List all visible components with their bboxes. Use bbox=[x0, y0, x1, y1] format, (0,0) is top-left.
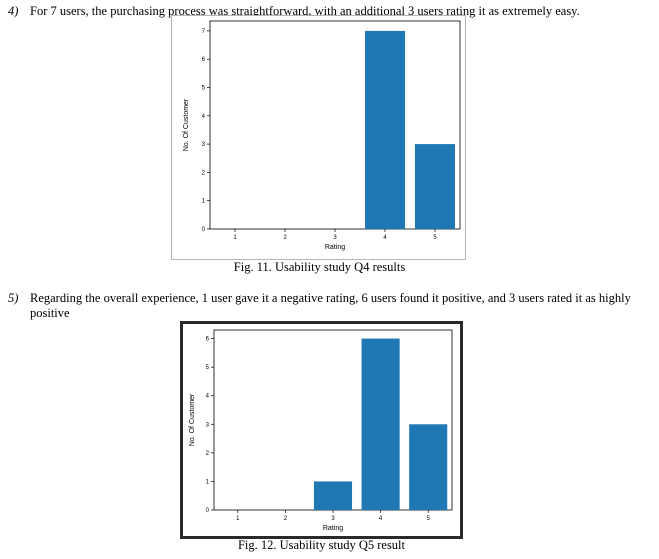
x-tick-label: 5 bbox=[433, 235, 437, 241]
y-tick-label: 4 bbox=[202, 114, 206, 120]
bar-chart-q4: 0 1 2 3 4 5 6 7 1 2 3 4 5 Rating No. Of Customer bbox=[183, 20, 461, 251]
y-axis-label: No. Of Customer bbox=[183, 98, 190, 151]
paragraph-text: For 7 users, the purchasing process was … bbox=[30, 4, 580, 18]
y-tick-label: 6 bbox=[206, 337, 210, 343]
item-number: 5) bbox=[8, 291, 19, 305]
bar-rating-3 bbox=[313, 481, 353, 510]
x-axis-label: Rating bbox=[325, 244, 345, 251]
bar-rating-4 bbox=[361, 338, 400, 510]
x-tick-label: 2 bbox=[283, 235, 287, 241]
bar-chart-q5: 0 1 2 3 4 5 6 1 2 3 4 5 Rating No. Of Customer bbox=[189, 329, 453, 532]
y-tick-label: 0 bbox=[206, 508, 210, 514]
y-tick-label: 5 bbox=[206, 365, 210, 371]
bar-rating-5 bbox=[409, 424, 448, 510]
figure-11-chart: 0 1 2 3 4 5 6 7 1 2 3 4 5 Rating No. Of Customer bbox=[171, 15, 466, 260]
y-tick-label: 2 bbox=[202, 170, 206, 176]
x-tick-label: 5 bbox=[427, 516, 431, 522]
y-tick-label: 3 bbox=[202, 142, 206, 148]
paragraph-text: Regarding the overall experience, 1 user… bbox=[30, 291, 631, 305]
x-tick-label: 4 bbox=[379, 516, 383, 522]
bar-rating-4 bbox=[365, 30, 405, 230]
bar-rating-5 bbox=[415, 144, 455, 229]
x-tick-label: 2 bbox=[284, 516, 288, 522]
y-tick-label: 7 bbox=[202, 29, 206, 35]
y-tick-label: 5 bbox=[202, 86, 206, 92]
paragraph-item-5: 5) Regarding the overall experience, 1 us… bbox=[8, 291, 648, 321]
paragraph-item-4: 4) For 7 users, the purchasing process wa… bbox=[8, 4, 648, 19]
x-tick-label: 1 bbox=[233, 235, 237, 241]
paragraph-text-continued: positive bbox=[30, 306, 70, 320]
figure-12-chart: 0 1 2 3 4 5 6 1 2 3 4 5 Rating No. Of Customer bbox=[180, 321, 463, 539]
x-axis-label: Rating bbox=[323, 525, 343, 532]
y-axis-label: No. Of Customer bbox=[189, 393, 196, 446]
y-tick-label: 4 bbox=[206, 394, 210, 400]
x-tick-label: 4 bbox=[383, 235, 387, 241]
x-tick-label: 1 bbox=[236, 516, 240, 522]
y-tick-label: 0 bbox=[202, 227, 206, 233]
x-tick-label: 3 bbox=[333, 235, 337, 241]
y-tick-label: 3 bbox=[206, 422, 210, 428]
item-number: 4) bbox=[8, 4, 19, 18]
x-tick-label: 3 bbox=[331, 516, 335, 522]
y-tick-label: 6 bbox=[202, 57, 206, 63]
y-tick-label: 2 bbox=[206, 451, 210, 457]
y-tick-label: 1 bbox=[202, 199, 206, 205]
figure-12-caption: Fig. 12. Usability study Q5 result bbox=[237, 538, 406, 552]
y-tick-label: 1 bbox=[206, 479, 210, 485]
figure-11-caption: Fig. 11. Usability study Q4 results bbox=[233, 260, 406, 274]
